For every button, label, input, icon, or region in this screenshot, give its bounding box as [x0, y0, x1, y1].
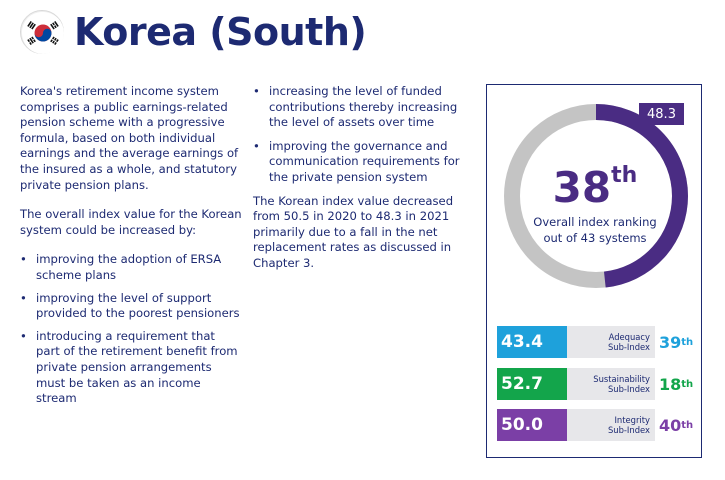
- improvement-lead: The overall index value for the Korean s…: [20, 207, 242, 237]
- subindex-value: 43.4: [497, 326, 567, 358]
- subindex-value: 50.0: [497, 409, 567, 441]
- improvement-list-1: • improving the adoption of ERSA scheme p…: [20, 252, 242, 406]
- ring-value-arc: [504, 104, 688, 288]
- subindex-label: Adequacy Sub-Index: [567, 326, 655, 358]
- rank-label: Overall index ranking out of 43 systems: [533, 215, 657, 245]
- overall-index-ring: [504, 104, 688, 288]
- bullet-icon: •: [20, 290, 27, 305]
- text-column-2: • increasing the level of funded contribu…: [253, 84, 475, 286]
- overall-rank: 38th: [487, 163, 703, 212]
- subindex-label: Sustainability Sub-Index: [567, 368, 655, 400]
- bullet-icon: •: [253, 84, 260, 98]
- rank-suffix: th: [611, 163, 638, 188]
- overall-value-badge: 48.3: [639, 103, 684, 125]
- subindex-value: 52.7: [497, 368, 567, 400]
- intro-paragraph: Korea's retirement income system compris…: [20, 84, 239, 192]
- list-item: • improving the level of support provided…: [20, 290, 240, 321]
- south-korea-flag-icon: [20, 10, 64, 54]
- closing-paragraph: The Korean index value decreased from 50…: [253, 193, 454, 270]
- bullet-icon: •: [20, 252, 27, 267]
- text-column-1: Korea's retirement income system compris…: [20, 84, 242, 414]
- improvement-list-2: • increasing the level of funded contribu…: [253, 84, 475, 186]
- list-item: • introducing a requirement that part of …: [20, 328, 238, 406]
- page-header: Korea (South): [20, 10, 367, 54]
- list-item: • increasing the level of funded contribu…: [253, 84, 458, 130]
- subindex-label: Integrity Sub-Index: [567, 409, 655, 441]
- rank-number: 38: [552, 163, 612, 212]
- page-title: Korea (South): [74, 10, 367, 54]
- index-summary-panel: 48.3 38th Overall index ranking out of 4…: [486, 84, 702, 458]
- bullet-icon: •: [20, 328, 27, 343]
- list-item: • improving the adoption of ERSA scheme p…: [20, 252, 222, 282]
- bullet-icon: •: [253, 138, 260, 153]
- list-item: • improving the governance and communicat…: [253, 138, 460, 184]
